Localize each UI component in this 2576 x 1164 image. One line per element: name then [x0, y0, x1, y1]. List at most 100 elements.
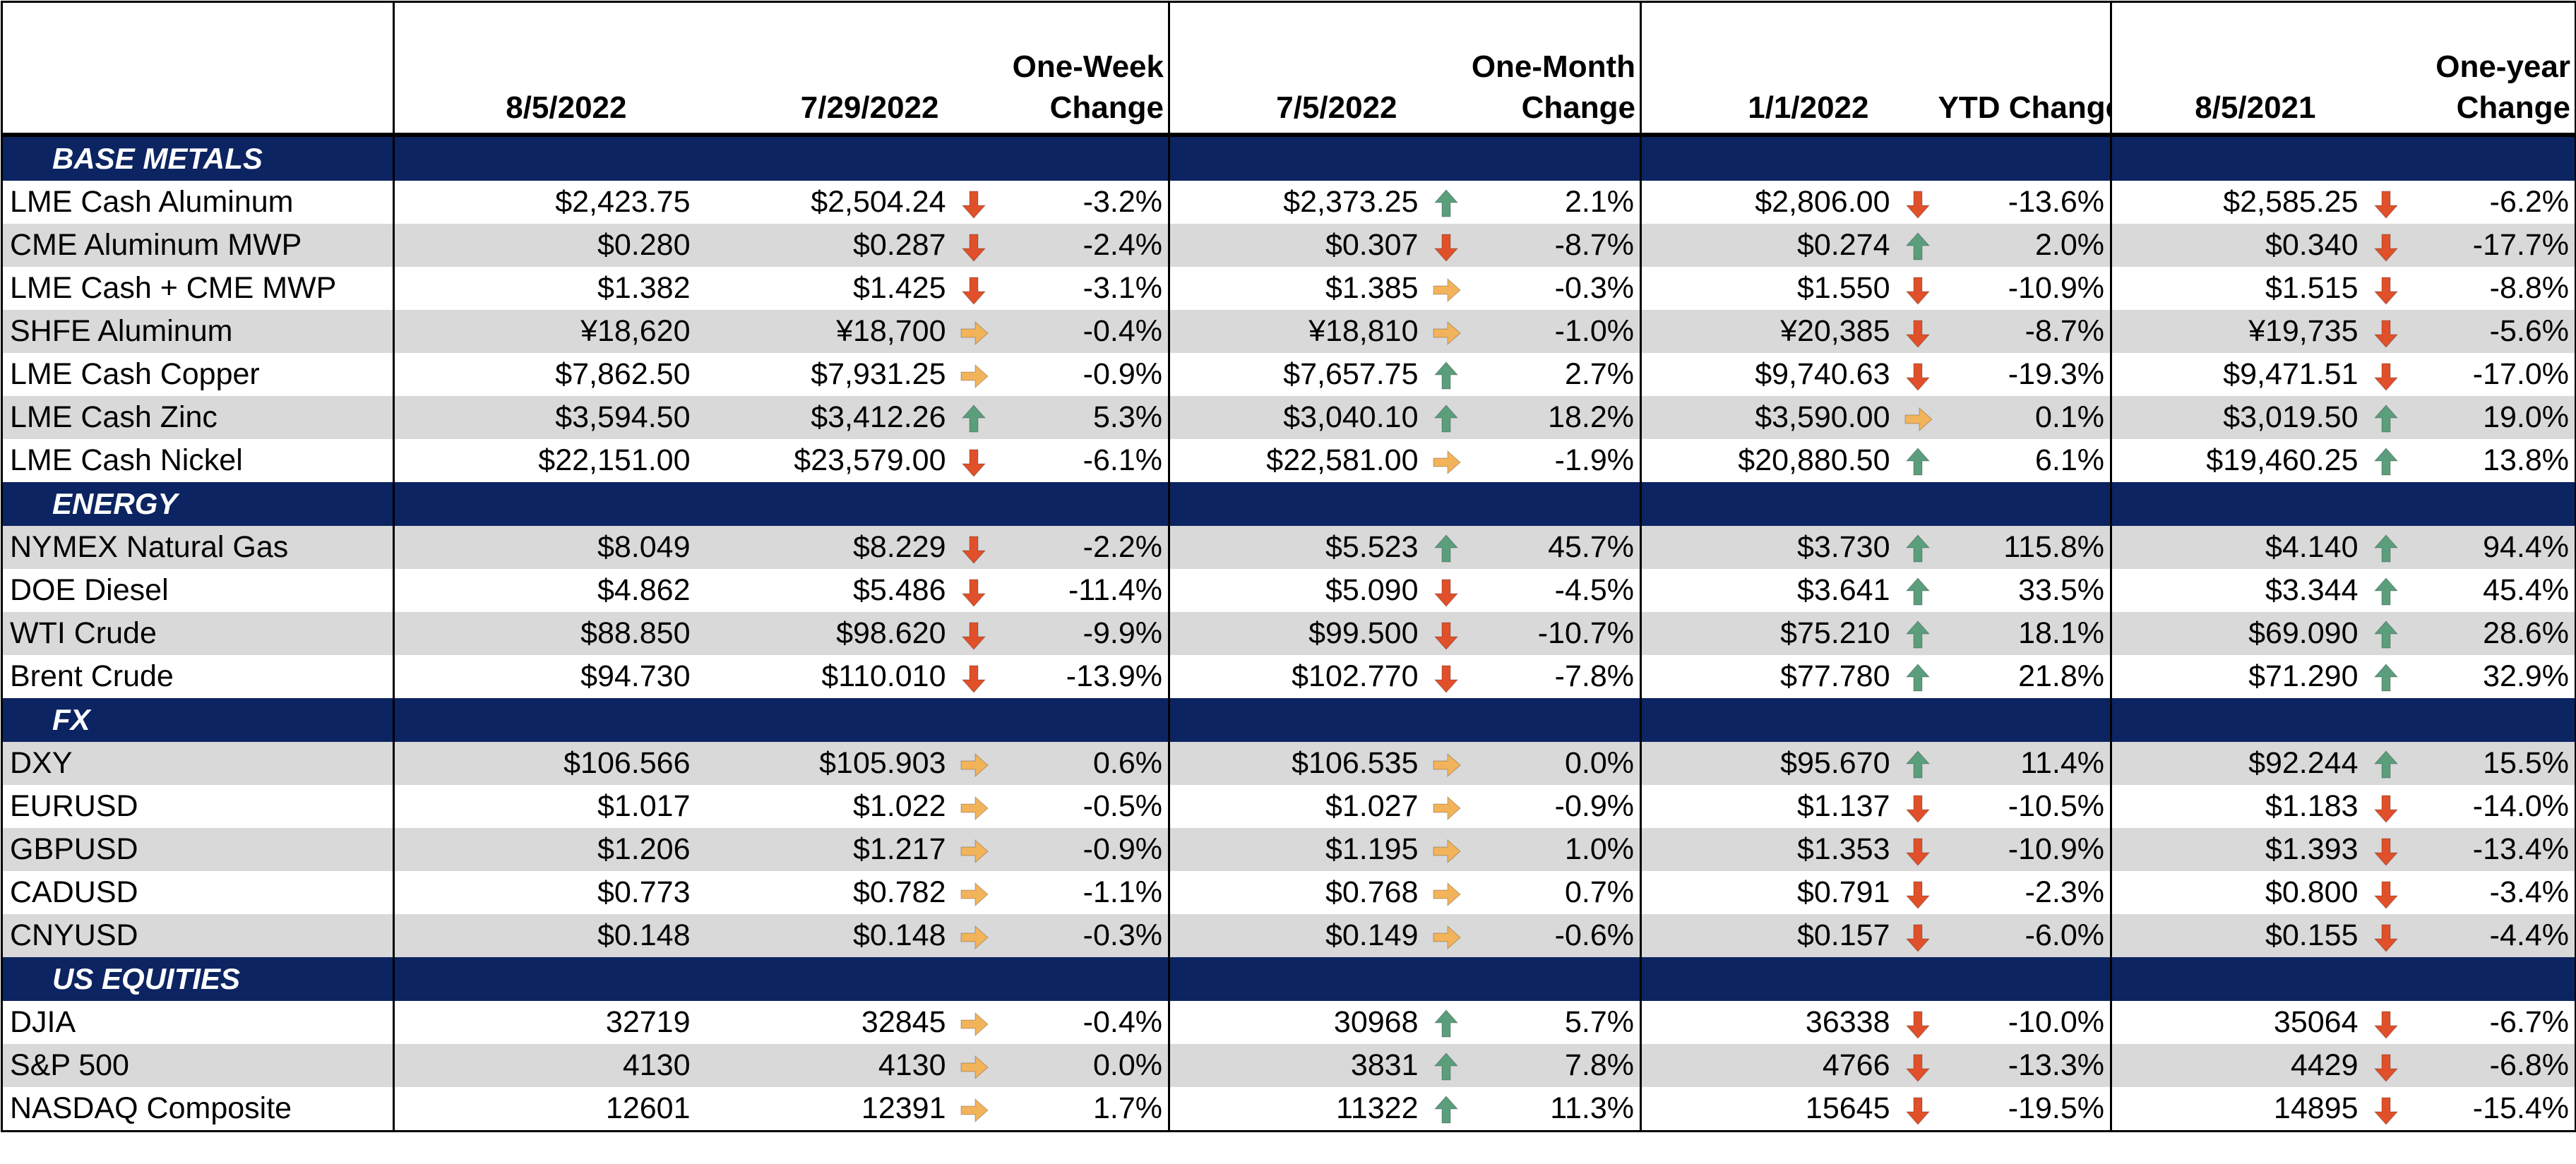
- arrow-down-icon: [1905, 838, 1930, 866]
- trend-cell: [953, 1087, 994, 1132]
- value-week: $5.486: [852, 573, 946, 607]
- instrument-name: WTI Crude: [1, 612, 394, 655]
- value-month: 30968: [1168, 1001, 1426, 1044]
- trend-cell: [1425, 310, 1467, 353]
- value-current: $94.730: [393, 655, 698, 698]
- header-week-change-l2: Change: [1049, 90, 1164, 125]
- trend-cell: [1897, 655, 1938, 698]
- section-fill: [393, 698, 698, 742]
- trend-cell: [1897, 828, 1938, 871]
- section-fill: [1168, 482, 1426, 526]
- trend-cell: [2365, 914, 2407, 957]
- trend-cell: [1425, 742, 1467, 785]
- change-year: -6.2%: [2406, 181, 2576, 224]
- table-row: DXY $106.566 $105.903 0.6% $106.535 0.0% $95.6…: [1, 742, 2576, 785]
- header-month-change-l2: Change: [1521, 90, 1635, 125]
- value-current: $4.862: [393, 569, 698, 612]
- section-fill: [1466, 135, 1641, 181]
- instrument-name: EURUSD: [1, 785, 394, 828]
- instrument-name: LME Cash Nickel: [1, 439, 394, 482]
- value-ytd: $0.274: [1640, 224, 1897, 267]
- section-fill: [953, 482, 994, 526]
- section-fill: [1938, 482, 2111, 526]
- arrow-up-icon: [1433, 1009, 1458, 1038]
- trend-cell: [953, 742, 994, 785]
- section-fill: [1425, 482, 1467, 526]
- value-ytd: 15645: [1640, 1087, 1897, 1132]
- trend-cell: [1897, 871, 1938, 914]
- value-month: $0.149: [1168, 914, 1426, 957]
- section-header-row: US EQUITIES: [1, 957, 2576, 1001]
- change-year: -4.4%: [2406, 914, 2576, 957]
- arrow-up-icon: [2373, 404, 2398, 433]
- table-row: S&P 500 4130 4130 0.0% 3831 7.8% 4766 -13.3% 442…: [1, 1044, 2576, 1087]
- trend-cell: [1426, 353, 1467, 396]
- change-week: -3.1%: [1083, 271, 1162, 305]
- value-current: $0.773: [393, 871, 698, 914]
- section-fill: [994, 957, 1169, 1001]
- arrow-right-icon: [960, 364, 989, 388]
- arrow-down-icon: [2373, 924, 2398, 952]
- section-fill: [2406, 957, 2576, 1001]
- change-year: 15.5%: [2406, 742, 2576, 785]
- section-fill: [1640, 957, 1897, 1001]
- arrow-down-icon: [1905, 1097, 1930, 1125]
- section-fill: [994, 698, 1169, 742]
- value-month: $102.770: [1168, 655, 1426, 698]
- value-week: 4130: [697, 1044, 953, 1087]
- trend-cell: [1897, 1044, 1938, 1087]
- trend-cell: [1897, 353, 1938, 396]
- arrow-down-icon: [1905, 924, 1930, 952]
- trend-cell: [1897, 267, 1938, 310]
- instrument-name: DOE Diesel: [1, 569, 394, 612]
- value-week: ¥18,700: [697, 310, 953, 353]
- trend-cell: [953, 310, 994, 353]
- arrow-right-icon: [1433, 450, 1461, 474]
- change-week: -6.1%: [1083, 443, 1162, 477]
- arrow-up-icon: [1905, 620, 1930, 649]
- arrow-down-icon: [961, 449, 986, 477]
- header-spacer: [2365, 1, 2407, 137]
- trend-cell: [953, 785, 994, 828]
- change-ytd: -2.3%: [2025, 875, 2104, 909]
- change-ytd: -13.3%: [1938, 1044, 2111, 1087]
- value-year: $69.090: [2110, 612, 2366, 655]
- trend-cell: [1425, 396, 1467, 439]
- arrow-up-icon: [1905, 663, 1930, 692]
- section-fill: [1640, 135, 1897, 181]
- change-month: -4.5%: [1554, 573, 1634, 607]
- section-fill: [994, 482, 1169, 526]
- section-fill: [697, 957, 953, 1001]
- value-week: 12391: [697, 1087, 953, 1132]
- value-month: $99.500: [1168, 612, 1426, 655]
- trend-cell: [1426, 181, 1467, 224]
- arrow-up-icon: [961, 404, 986, 433]
- trend-cell: [1897, 1001, 1938, 1044]
- value-current: $1.382: [393, 267, 698, 310]
- trend-cell: [2365, 526, 2407, 569]
- change-month: -0.3%: [1554, 271, 1634, 305]
- value-month: $1.027: [1168, 785, 1426, 828]
- change-year: 28.6%: [2406, 612, 2576, 655]
- section-fill: [393, 135, 698, 181]
- header-date-current: 8/5/2022: [393, 1, 698, 137]
- change-ytd: 33.5%: [2018, 573, 2104, 607]
- trend-cell: [953, 526, 994, 569]
- section-fill: [2365, 135, 2407, 181]
- change-ytd: -19.5%: [1938, 1087, 2111, 1132]
- value-year: $71.290: [2110, 655, 2366, 698]
- table-row: WTI Crude $88.850 $98.620 -9.9% $99.500 -10.7…: [1, 612, 2576, 655]
- arrow-down-icon: [1905, 881, 1930, 909]
- section-title: BASE METALS: [1, 135, 394, 181]
- instrument-name: NASDAQ Composite: [1, 1087, 394, 1132]
- change-year: -14.0%: [2406, 785, 2576, 828]
- instrument-name: LME Cash + CME MWP: [1, 267, 394, 310]
- arrow-down-icon: [2373, 795, 2398, 823]
- trend-cell: [1425, 1044, 1467, 1087]
- value-month: $5.523: [1168, 526, 1426, 569]
- change-week: 0.6%: [994, 742, 1169, 785]
- arrow-right-icon: [960, 752, 989, 777]
- trend-cell: [953, 655, 994, 698]
- section-fill: [1938, 135, 2111, 181]
- value-current: $8.049: [393, 526, 698, 569]
